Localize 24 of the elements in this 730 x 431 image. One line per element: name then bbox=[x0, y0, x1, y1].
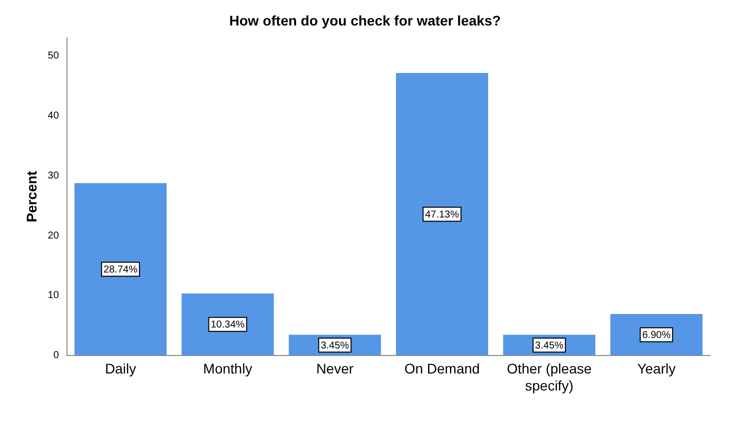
y-axis-title: Percent bbox=[23, 170, 40, 222]
data-label: 47.13% bbox=[425, 209, 460, 220]
y-tick-label: 10 bbox=[48, 290, 60, 302]
chart-title: How often do you check for water leaks? bbox=[229, 12, 501, 28]
data-label: 10.34% bbox=[210, 320, 245, 331]
data-label: 3.45% bbox=[320, 340, 350, 352]
x-tick-label: Monthly bbox=[203, 360, 252, 377]
x-tick-label: Daily bbox=[104, 360, 136, 377]
data-label: 6.90% bbox=[642, 330, 671, 341]
y-tick-label: 50 bbox=[48, 50, 60, 62]
bar bbox=[182, 293, 274, 356]
y-tick-label: 0 bbox=[53, 350, 60, 362]
bar bbox=[396, 72, 488, 356]
y-tick-label: 20 bbox=[48, 230, 60, 242]
y-tick-label: 30 bbox=[48, 170, 60, 182]
data-label: 28.74% bbox=[104, 264, 138, 276]
bar bbox=[74, 183, 167, 356]
x-tick-label: Yearly bbox=[637, 360, 676, 377]
x-tick-label: Never bbox=[316, 360, 354, 377]
data-label: 3.45% bbox=[535, 340, 564, 352]
x-tick-label: Other (please specify) bbox=[506, 360, 592, 394]
bar bbox=[610, 314, 702, 356]
y-tick-label: 40 bbox=[48, 110, 60, 122]
x-tick-label: On Demand bbox=[404, 360, 480, 377]
